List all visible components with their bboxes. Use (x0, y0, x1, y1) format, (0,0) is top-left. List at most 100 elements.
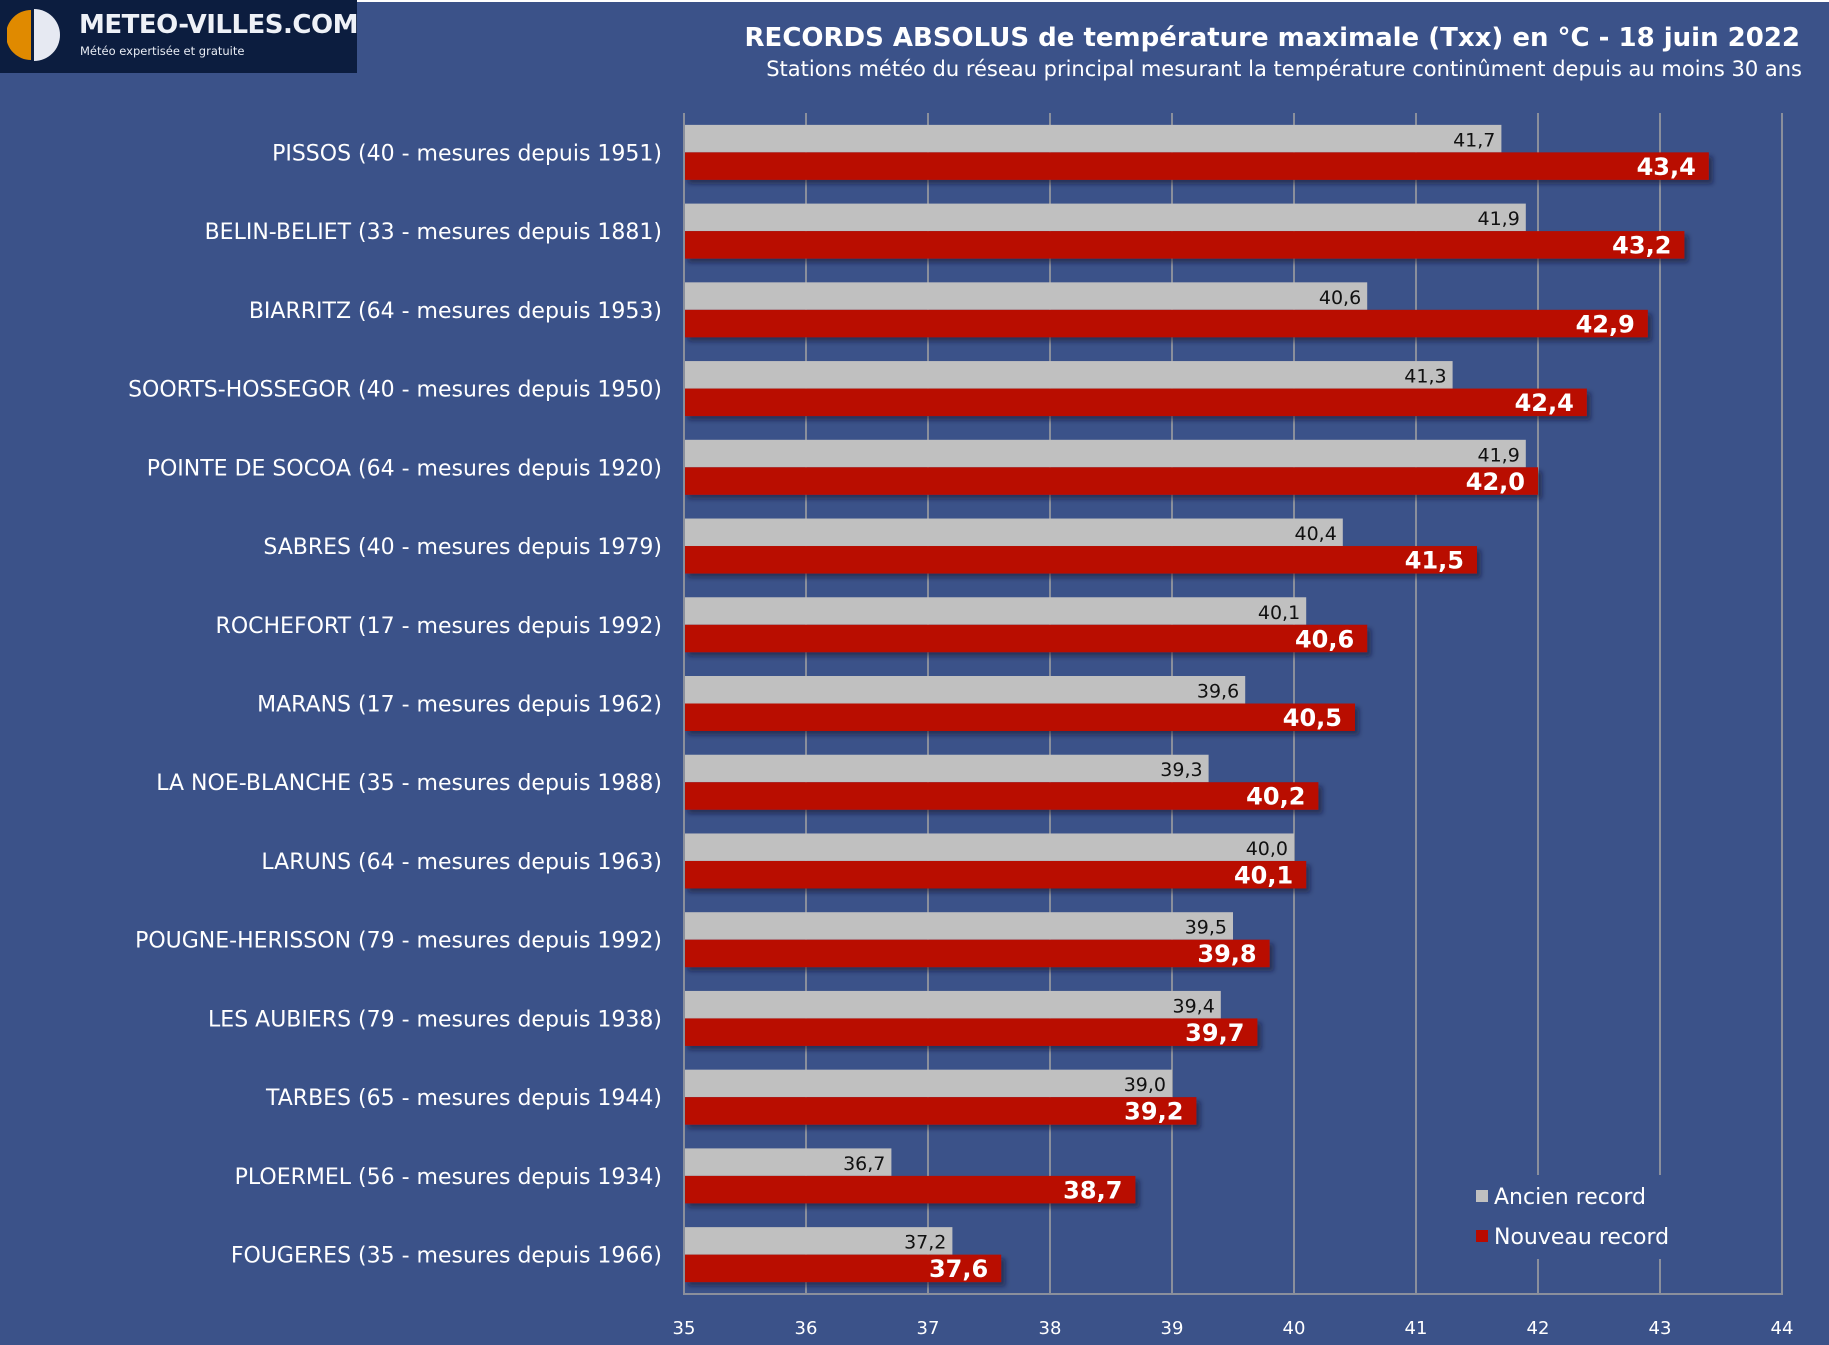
value-label-ancien: 41,9 (1477, 444, 1519, 466)
bar-nouveau-record (684, 703, 1355, 731)
value-label-nouveau: 42,4 (1515, 389, 1574, 417)
value-label-nouveau: 42,9 (1576, 310, 1635, 338)
category-label: SOORTS-HOSSEGOR (40 - mesures depuis 195… (128, 378, 662, 403)
bar-ancien-record (684, 1069, 1172, 1098)
bar-ancien-record (684, 754, 1209, 783)
logo-name: METEO-VILLES.COM (79, 10, 358, 40)
axes (683, 113, 1783, 1295)
bar-ancien-record (684, 203, 1526, 232)
bar-nouveau-record (684, 1018, 1258, 1046)
x-tick-labels: 35 36 37 38 39 40 41 42 43 44 (673, 1318, 1794, 1339)
category-label: MARANS (17 - mesures depuis 1962) (257, 693, 662, 718)
category-label: LA NOE-BLANCHE (35 - mesures depuis 1988… (156, 771, 662, 796)
category-label: TARBES (65 - mesures depuis 1944) (265, 1086, 662, 1111)
logo-tagline: Météo expertisée et gratuite (80, 44, 245, 58)
bar-ancien-record (684, 1227, 953, 1255)
x-tick-label: 38 (1039, 1318, 1062, 1339)
chart-title: RECORDS ABSOLUS de température maximale … (744, 23, 1800, 53)
bar-ancien-record (684, 282, 1368, 310)
x-tick-label: 37 (917, 1318, 940, 1339)
value-labels: 41,743,441,943,240,642,941,342,441,942,0… (843, 129, 1696, 1283)
bar-nouveau-record (684, 860, 1307, 889)
value-label-ancien: 39,0 (1124, 1074, 1166, 1096)
category-label: BELIN-BELIET (33 - mesures depuis 1881) (205, 220, 662, 245)
legend-label-nouveau: Nouveau record (1494, 1225, 1669, 1250)
x-tick-label: 35 (673, 1318, 696, 1339)
value-label-nouveau: 43,4 (1637, 153, 1696, 181)
category-label: PLOERMEL (56 - mesures depuis 1934) (235, 1165, 662, 1190)
value-label-nouveau: 40,6 (1295, 625, 1354, 653)
bar-nouveau-record (684, 388, 1587, 417)
category-label: LARUNS (64 - mesures depuis 1963) (261, 850, 662, 875)
value-label-nouveau: 37,6 (929, 1255, 988, 1283)
chart-subtitle: Stations météo du réseau principal mesur… (766, 57, 1802, 81)
category-label: BIARRITZ (64 - mesures depuis 1953) (249, 299, 662, 324)
value-label-nouveau: 39,8 (1197, 940, 1256, 968)
x-tick-label: 40 (1283, 1318, 1306, 1339)
value-label-ancien: 39,3 (1160, 759, 1202, 781)
value-label-nouveau: 40,2 (1246, 783, 1305, 811)
logo-white-half (34, 9, 60, 61)
value-label-nouveau: 41,5 (1405, 547, 1464, 575)
legend-box (1418, 1175, 1780, 1259)
logo-orange-half (7, 10, 31, 60)
category-labels: PISSOS (40 - mesures depuis 1951) BELIN-B… (128, 141, 662, 1268)
top-border-line (357, 0, 1829, 2)
legend-label-ancien: Ancien record (1494, 1185, 1646, 1210)
value-label-ancien: 36,7 (843, 1153, 885, 1175)
legend-swatch-ancien (1476, 1190, 1488, 1202)
value-label-nouveau: 43,2 (1612, 232, 1671, 260)
value-label-ancien: 41,3 (1404, 366, 1446, 388)
category-label: FOUGERES (35 - mesures depuis 1966) (231, 1244, 662, 1269)
bar-ancien-record (684, 597, 1307, 625)
bar-nouveau-record (684, 1097, 1197, 1125)
value-label-ancien: 41,9 (1477, 208, 1519, 230)
category-label: POUGNE-HERISSON (79 - mesures depuis 199… (135, 929, 662, 954)
bar-ancien-record (684, 124, 1502, 153)
value-label-ancien: 40,6 (1319, 287, 1361, 309)
x-tick-label: 39 (1161, 1318, 1184, 1339)
bar-nouveau-record (684, 152, 1709, 180)
bars (684, 124, 1709, 1283)
value-label-nouveau: 42,0 (1466, 468, 1525, 496)
bar-nouveau-record (684, 939, 1270, 968)
value-label-nouveau: 39,2 (1124, 1098, 1183, 1126)
value-label-ancien: 40,0 (1246, 838, 1288, 860)
x-tick-label: 42 (1527, 1318, 1550, 1339)
value-label-ancien: 40,1 (1258, 602, 1300, 624)
site-logo[interactable]: METEO-VILLES.COM Météo expertisée et gra… (0, 0, 358, 73)
bar-ancien-record (684, 361, 1453, 389)
bar-nouveau-record (684, 309, 1648, 338)
category-label: LES AUBIERS (79 - mesures depuis 1938) (208, 1007, 662, 1032)
bar-ancien-record (684, 833, 1294, 861)
x-tick-label: 43 (1649, 1318, 1672, 1339)
x-tick-label: 36 (795, 1318, 818, 1339)
bar-ancien-record (684, 518, 1343, 547)
bar-ancien-record (684, 1148, 892, 1176)
x-tick-label: 41 (1405, 1318, 1428, 1339)
legend-background (1418, 1175, 1780, 1259)
value-label-nouveau: 38,7 (1063, 1176, 1122, 1204)
value-label-ancien: 39,6 (1197, 681, 1239, 703)
logo-half-circle-icon (7, 9, 60, 61)
value-label-ancien: 39,5 (1185, 917, 1227, 939)
category-label: POINTE DE SOCOA (64 - mesures depuis 192… (147, 456, 662, 481)
bar-nouveau-record (684, 231, 1685, 259)
bar-ancien-record (684, 990, 1221, 1019)
value-label-nouveau: 39,7 (1185, 1019, 1244, 1047)
value-label-ancien: 37,2 (904, 1232, 946, 1254)
value-label-nouveau: 40,1 (1234, 861, 1293, 889)
value-label-ancien: 41,7 (1453, 129, 1495, 151)
legend: Ancien record Nouveau record (1476, 1185, 1669, 1250)
bar-nouveau-record (684, 1254, 1002, 1283)
value-label-ancien: 40,4 (1294, 523, 1336, 545)
bar-nouveau-record (684, 467, 1538, 495)
bar-nouveau-record (684, 782, 1319, 810)
x-tick-label: 44 (1771, 1318, 1794, 1339)
value-label-nouveau: 40,5 (1283, 704, 1342, 732)
category-label: SABRES (40 - mesures depuis 1979) (263, 535, 662, 560)
legend-swatch-nouveau (1476, 1230, 1488, 1242)
bar-ancien-record (684, 912, 1233, 940)
